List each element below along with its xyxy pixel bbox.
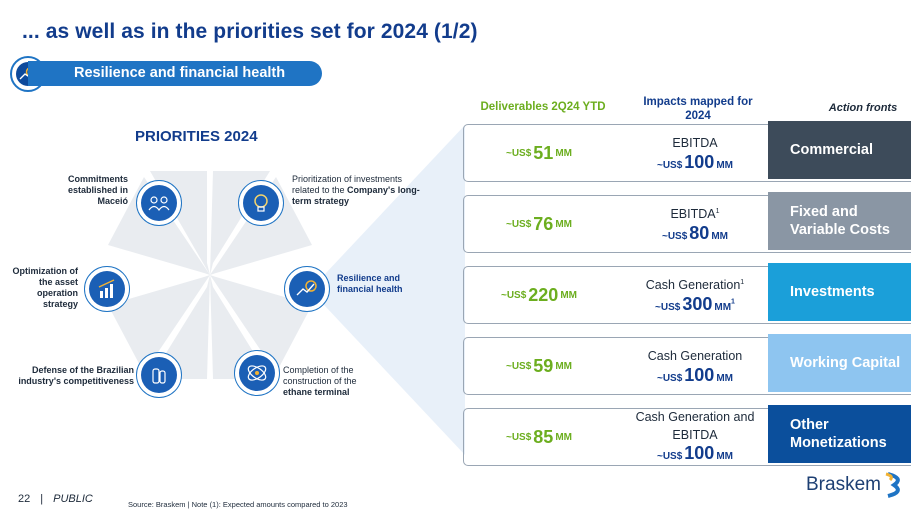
actions-header: Action fronts (828, 102, 898, 114)
deliverable-value: ~US$ 59 MM (506, 355, 572, 376)
priorities-title: PRIORITIES 2024 (135, 128, 258, 145)
action-front: Fixed and Variable Costs (768, 192, 911, 250)
initiative-row: ~US$ 51 MM EBITDA ~US$ 100 MM Commercial (463, 121, 911, 182)
initiative-row: ~US$ 76 MM EBITDA1 ~US$ 80 MM Fixed and Vari… (463, 192, 911, 253)
section-banner: Resilience and financial health (28, 61, 322, 86)
page-footer: 22 | PUBLIC (18, 493, 93, 505)
deliverable-value: ~US$ 76 MM (506, 213, 572, 234)
focus-cone (310, 125, 465, 455)
impact-label: EBITDA (672, 136, 718, 151)
priority-label: Commitments established in Maceió (67, 174, 128, 206)
impact-value: ~US$ 100 MM (656, 151, 733, 172)
impact-value: ~US$ 100 MM (656, 364, 733, 385)
deliverable-value: ~US$ 220 MM (500, 284, 577, 305)
impact-label: EBITDA1 (670, 207, 720, 222)
deliverable-value: ~US$ 51 MM (506, 142, 572, 163)
deliverables-header: Deliverables 2Q24 YTD (480, 101, 606, 113)
impact-cell: EBITDA ~US$ 100 MM (624, 125, 766, 181)
priority-label: Prioritization of investments related to… (292, 174, 420, 206)
priorities-hexagon (108, 171, 312, 379)
impact-value: ~US$ 100 MM (656, 443, 733, 464)
people-icon (136, 180, 182, 226)
lightbulb-icon (238, 180, 284, 226)
action-front: Commercial (768, 121, 911, 179)
impact-cell: Cash Generation1 ~US$ 300 MM1 (624, 267, 766, 323)
impact-label: Cash Generation and EBITDA (635, 409, 755, 443)
braskem-logo: Braskem (806, 472, 906, 498)
action-front: Other Monetizations (768, 405, 911, 463)
impact-label: Cash Generation (647, 349, 743, 364)
impacts-header: Impacts mapped for 2024 (643, 96, 753, 122)
braskem-mark-icon (885, 472, 900, 498)
impact-value: ~US$ 80 MM (662, 222, 728, 243)
initiative-row: ~US$ 85 MM Cash Generation and EBITDA ~US$… (463, 405, 911, 466)
action-front: Investments (768, 263, 911, 321)
priority-label-highlight: Resilience and financial health (337, 273, 403, 294)
page-title: ... as well as in the priorities set for… (22, 20, 478, 43)
action-front: Working Capital (768, 334, 911, 392)
impact-label: Cash Generation1 (645, 278, 745, 293)
impact-cell: Cash Generation and EBITDA ~US$ 100 MM (624, 409, 766, 465)
money-growth-icon (284, 266, 330, 312)
source-note: Source: Braskem | Note (1): Expected amo… (128, 500, 348, 509)
initiative-row: ~US$ 220 MM Cash Generation1 ~US$ 300 MM1 In… (463, 263, 911, 324)
impact-cell: Cash Generation ~US$ 100 MM (624, 338, 766, 394)
bottles-icon (136, 352, 182, 398)
priority-label: Defense of the Brazilian industry's comp… (18, 365, 134, 386)
initiative-row: ~US$ 59 MM Cash Generation ~US$ 100 MM Worki… (463, 334, 911, 395)
molecule-icon (234, 350, 280, 396)
bar-chart-icon (84, 266, 130, 312)
impact-cell: EBITDA1 ~US$ 80 MM (624, 196, 766, 252)
deliverable-value: ~US$ 85 MM (506, 426, 572, 447)
priority-label: Completion of the construction of the et… (283, 365, 357, 397)
impact-value: ~US$ 300 MM1 (655, 293, 735, 314)
priority-label: Optimization of the asset operation stra… (12, 266, 79, 309)
